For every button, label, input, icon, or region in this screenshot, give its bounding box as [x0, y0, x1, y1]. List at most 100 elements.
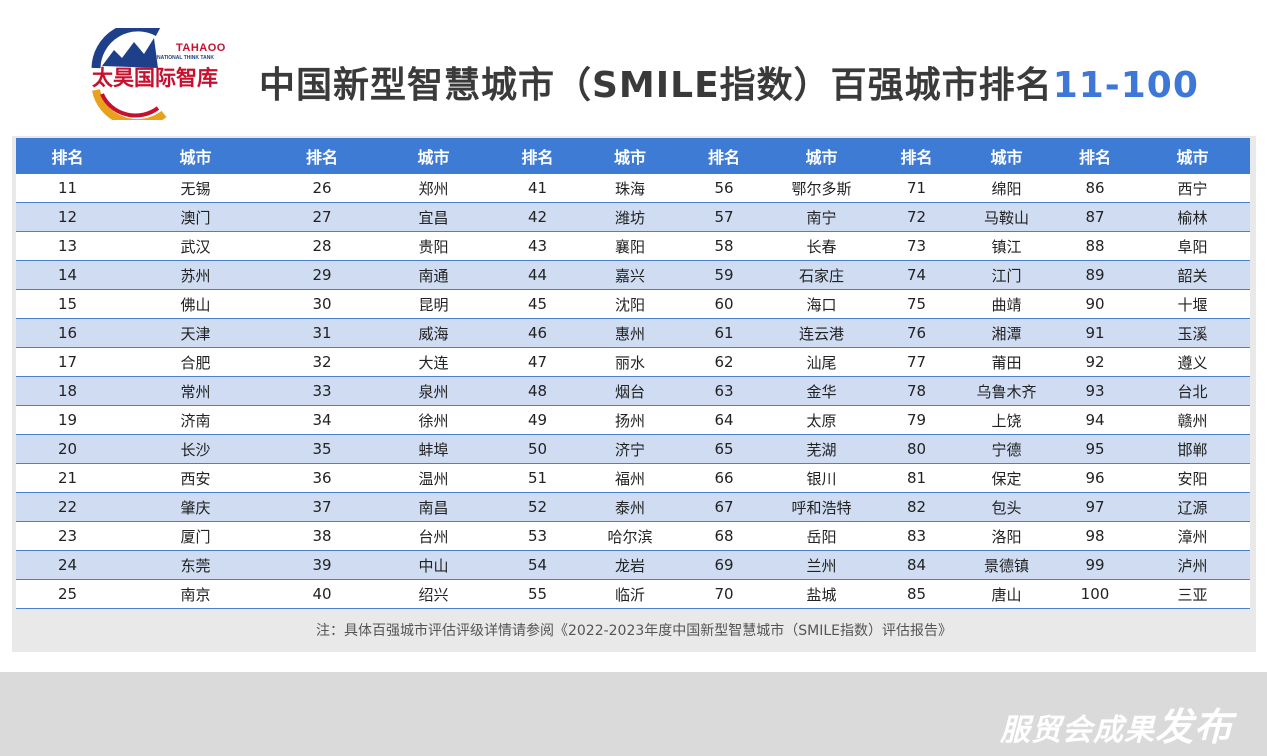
city-cell: 曲靖: [958, 289, 1055, 319]
rank-cell: 30: [272, 289, 372, 319]
table-row: 19 济南 34 徐州 49 扬州 64 太原 79 上饶 94 赣州: [16, 405, 1250, 435]
city-cell: 镇江: [958, 231, 1055, 261]
city-cell: 石家庄: [768, 260, 875, 290]
city-cell: 嘉兴: [580, 260, 680, 290]
title-accent: 11-100: [1052, 65, 1199, 106]
city-cell: 南通: [372, 260, 495, 290]
column-header-rank: 排名: [495, 138, 580, 174]
rank-cell: 59: [680, 260, 768, 290]
city-cell: 济宁: [580, 434, 680, 464]
table-row: 17 合肥 32 大连 47 丽水 62 汕尾 77 莆田 92 遵义: [16, 347, 1250, 377]
city-cell: 南昌: [372, 492, 495, 522]
city-cell: 漳州: [1135, 521, 1250, 551]
city-cell: 连云港: [768, 318, 875, 348]
table-row: 25 南京 40 绍兴 55 临沂 70 盐城 85 唐山 100 三亚: [16, 579, 1250, 609]
rank-cell: 56: [680, 174, 768, 203]
column-header-city: 城市: [372, 138, 495, 174]
rank-cell: 34: [272, 405, 372, 435]
rank-cell: 66: [680, 463, 768, 493]
column-header-rank: 排名: [1055, 138, 1135, 174]
rank-cell: 90: [1055, 289, 1135, 319]
rank-cell: 27: [272, 202, 372, 232]
table-row: 15 佛山 30 昆明 45 沈阳 60 海口 75 曲靖 90 十堰: [16, 289, 1250, 319]
city-cell: 芜湖: [768, 434, 875, 464]
rank-cell: 49: [495, 405, 580, 435]
ranking-table-card: 排名 城市 排名 城市 排名 城市 排名 城市 排名 城市 排名 城市 11 无锡 26 郑州 41 珠海 56 鄂…: [12, 136, 1256, 652]
city-cell: 南京: [119, 579, 272, 609]
column-header-city: 城市: [958, 138, 1055, 174]
logo-chinese-name: 太昊国际智库: [92, 66, 218, 90]
city-cell: 昆明: [372, 289, 495, 319]
table-row: 11 无锡 26 郑州 41 珠海 56 鄂尔多斯 71 绵阳 86 西宁: [16, 174, 1250, 203]
column-header-rank: 排名: [875, 138, 958, 174]
city-cell: 临沂: [580, 579, 680, 609]
title-main: 中国新型智慧城市（SMILE指数）百强城市排名: [259, 65, 1053, 106]
city-cell: 韶关: [1135, 260, 1250, 290]
rank-cell: 67: [680, 492, 768, 522]
city-cell: 江门: [958, 260, 1055, 290]
rank-cell: 93: [1055, 376, 1135, 406]
city-cell: 阜阳: [1135, 231, 1250, 261]
rank-cell: 70: [680, 579, 768, 609]
rank-cell: 73: [875, 231, 958, 261]
rank-cell: 28: [272, 231, 372, 261]
city-cell: 榆林: [1135, 202, 1250, 232]
city-cell: 长春: [768, 231, 875, 261]
rank-cell: 50: [495, 434, 580, 464]
city-cell: 绍兴: [372, 579, 495, 609]
footer-watermark: 服贸会成果发布: [1000, 696, 1233, 751]
page-title: 中国新型智慧城市（SMILE指数）百强城市排名11-100: [259, 56, 1199, 108]
rank-cell: 96: [1055, 463, 1135, 493]
rank-cell: 79: [875, 405, 958, 435]
city-cell: 宁德: [958, 434, 1055, 464]
rank-cell: 63: [680, 376, 768, 406]
column-header-rank: 排名: [272, 138, 372, 174]
rank-cell: 35: [272, 434, 372, 464]
city-cell: 赣州: [1135, 405, 1250, 435]
city-cell: 徐州: [372, 405, 495, 435]
city-cell: 大连: [372, 347, 495, 377]
rank-cell: 26: [272, 174, 372, 203]
rank-cell: 51: [495, 463, 580, 493]
city-cell: 泸州: [1135, 550, 1250, 580]
rank-cell: 23: [16, 521, 119, 551]
city-cell: 三亚: [1135, 579, 1250, 609]
rank-cell: 53: [495, 521, 580, 551]
city-cell: 无锡: [119, 174, 272, 203]
rank-cell: 83: [875, 521, 958, 551]
city-cell: 长沙: [119, 434, 272, 464]
rank-cell: 78: [875, 376, 958, 406]
footer-mark-big: 发布: [1154, 705, 1233, 749]
rank-cell: 87: [1055, 202, 1135, 232]
city-cell: 东莞: [119, 550, 272, 580]
rank-cell: 43: [495, 231, 580, 261]
city-cell: 贵阳: [372, 231, 495, 261]
city-cell: 蚌埠: [372, 434, 495, 464]
table-row: 21 西安 36 温州 51 福州 66 银川 81 保定 96 安阳: [16, 463, 1250, 493]
rank-cell: 57: [680, 202, 768, 232]
rank-cell: 68: [680, 521, 768, 551]
rank-cell: 38: [272, 521, 372, 551]
table-row: 16 天津 31 威海 46 惠州 61 连云港 76 湘潭 91 玉溪: [16, 318, 1250, 348]
rank-cell: 15: [16, 289, 119, 319]
rank-cell: 97: [1055, 492, 1135, 522]
city-cell: 呼和浩特: [768, 492, 875, 522]
city-cell: 兰州: [768, 550, 875, 580]
rank-cell: 82: [875, 492, 958, 522]
city-cell: 威海: [372, 318, 495, 348]
rank-cell: 94: [1055, 405, 1135, 435]
city-cell: 唐山: [958, 579, 1055, 609]
rank-cell: 89: [1055, 260, 1135, 290]
city-cell: 珠海: [580, 174, 680, 203]
rank-cell: 54: [495, 550, 580, 580]
rank-cell: 24: [16, 550, 119, 580]
city-cell: 马鞍山: [958, 202, 1055, 232]
city-cell: 佛山: [119, 289, 272, 319]
column-header-city: 城市: [1135, 138, 1250, 174]
city-cell: 景德镇: [958, 550, 1055, 580]
rank-cell: 31: [272, 318, 372, 348]
city-cell: 中山: [372, 550, 495, 580]
city-cell: 苏州: [119, 260, 272, 290]
rank-cell: 65: [680, 434, 768, 464]
rank-cell: 64: [680, 405, 768, 435]
